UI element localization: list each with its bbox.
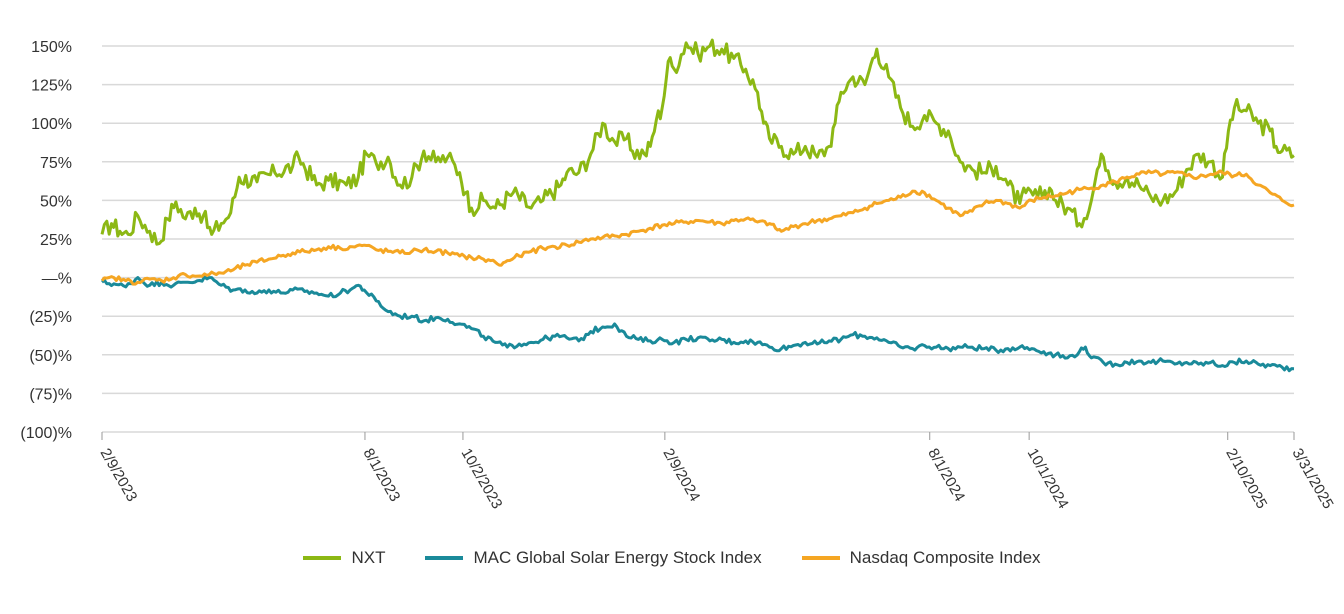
y-tick-label: (75)% — [29, 386, 72, 403]
y-tick-label: (25)% — [29, 309, 72, 326]
x-axis-labels: 2/9/2023 8/1/2023 10/2/2023 2/9/2024 8/1/202… — [97, 432, 1337, 512]
legend-swatch-mac-solar — [425, 556, 464, 560]
x-tick-label: 10/2/2023 — [457, 446, 505, 512]
y-tick-label: —% — [42, 271, 72, 288]
x-tick-label: 2/10/2025 — [1222, 446, 1270, 512]
y-axis-labels: 150% 125% 100% 75% 50% 25% —% (25)% (50)% (75)% (1… — [20, 39, 72, 442]
series-line-nasdaq-composite-index — [100, 169, 1295, 286]
legend-item-nxt: NXT — [303, 548, 385, 568]
legend-item-mac-solar: MAC Global Solar Energy Stock Index — [425, 548, 762, 568]
y-tick-label: 125% — [31, 78, 72, 95]
legend-label-mac-solar: MAC Global Solar Energy Stock Index — [473, 548, 762, 567]
series-line-nxt — [100, 38, 1295, 246]
legend: NXT MAC Global Solar Energy Stock Index … — [0, 548, 1344, 568]
y-tick-label: (100)% — [20, 425, 72, 442]
legend-swatch-nxt — [303, 556, 342, 560]
legend-label-nasdaq: Nasdaq Composite Index — [849, 548, 1041, 567]
x-tick-label: 10/1/2024 — [1024, 446, 1072, 512]
x-tick-label: 8/1/2023 — [359, 446, 403, 505]
x-tick-label: 8/1/2024 — [924, 446, 968, 505]
y-tick-label: 75% — [40, 155, 72, 172]
y-tick-label: 50% — [40, 193, 72, 210]
series-line-mac-global-solar-energy-stock-index — [101, 275, 1295, 373]
line-chart: 150% 125% 100% 75% 50% 25% —% (25)% (50)% (75)% (1… — [20, 38, 1337, 512]
grid-lines — [102, 45, 1294, 433]
y-tick-label: 100% — [31, 116, 72, 133]
y-tick-label: 150% — [31, 39, 72, 56]
legend-item-nasdaq: Nasdaq Composite Index — [801, 548, 1041, 568]
legend-label-nxt: NXT — [351, 548, 386, 567]
series-lines — [100, 38, 1295, 373]
x-tick-label: 3/31/2025 — [1289, 446, 1337, 512]
y-tick-label: 25% — [40, 232, 72, 249]
x-tick-label: 2/9/2023 — [97, 446, 141, 505]
y-tick-label: (50)% — [29, 348, 72, 365]
x-tick-label: 2/9/2024 — [659, 446, 703, 505]
legend-swatch-nasdaq — [801, 556, 840, 560]
